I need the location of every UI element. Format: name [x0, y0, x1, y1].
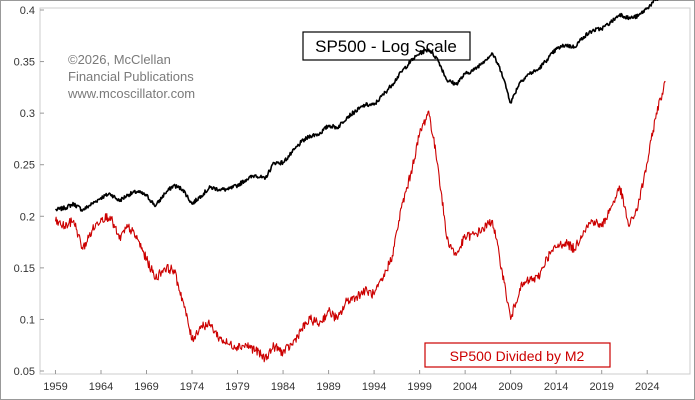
legend-label-red: SP500 Divided by M2	[450, 348, 585, 364]
x-tick-label: 1994	[362, 381, 386, 393]
x-tick-label: 1979	[225, 381, 249, 393]
copyright-line-1: ©2026, McClellan	[68, 52, 171, 67]
x-axis: 1959 1964 1969 1974 1979 1984 1989 1994 1999 2004…	[43, 370, 659, 393]
x-tick-label: 2019	[589, 381, 613, 393]
plot-frame	[39, 7, 691, 375]
x-tick-label: 1974	[180, 381, 204, 393]
plot-area	[39, 7, 691, 375]
series-lines	[54, 0, 666, 363]
copyright-block: ©2026, McClellan Financial Publications …	[67, 52, 195, 101]
title-box: SP500 - Log Scale	[302, 31, 471, 61]
chart-title: SP500 - Log Scale	[315, 37, 457, 56]
title-box-border	[302, 31, 471, 61]
x-tick-label: 1964	[89, 381, 113, 393]
x-tick-label: 1999	[407, 381, 431, 393]
y-tick-label: 0.25	[14, 160, 35, 172]
y-axis: 0.4 0.35 0.3 0.25 0.2 0.15 0.1 0.05	[14, 5, 44, 378]
x-tick-label: 2009	[498, 381, 522, 393]
series-line-sp500	[54, 0, 659, 212]
x-tick-label: 1984	[271, 381, 295, 393]
x-tick-label: 2014	[544, 381, 568, 393]
y-tick-label: 0.3	[20, 108, 35, 120]
x-tick-label: 2004	[453, 381, 477, 393]
legend-box-border	[424, 342, 611, 368]
copyright-line-2: Financial Publications	[68, 69, 194, 84]
x-tick-label: 1989	[316, 381, 340, 393]
y-tick-label: 0.1	[20, 314, 35, 326]
y-tick-label: 0.2	[20, 211, 35, 223]
legend-box-red: SP500 Divided by M2	[424, 342, 611, 368]
copyright-line-3: www.mcoscillator.com	[67, 86, 195, 101]
x-tick-label: 1959	[43, 381, 67, 393]
y-tick-label: 0.35	[14, 57, 35, 69]
y-tick-label: 0.15	[14, 263, 35, 275]
x-tick-label: 2024	[635, 381, 659, 393]
x-tick-label: 1969	[134, 381, 158, 393]
y-tick-label: 0.05	[14, 366, 35, 378]
series-line-sp500-m2	[54, 80, 666, 363]
y-tick-label: 0.4	[20, 5, 35, 17]
